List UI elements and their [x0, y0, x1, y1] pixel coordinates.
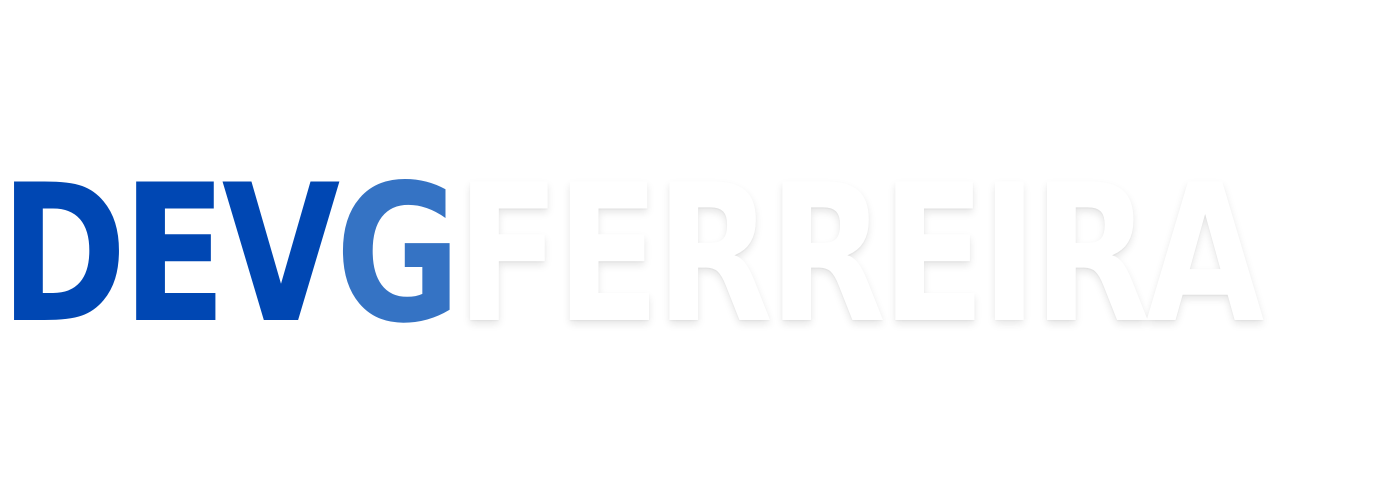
logo-wordmark: DEVGFERREIRA	[0, 150, 1264, 360]
logo-text-g: G	[335, 144, 461, 365]
logo-text-dev: DEV	[0, 144, 340, 365]
logo-text-ferreira: FERREIRA	[456, 144, 1264, 365]
